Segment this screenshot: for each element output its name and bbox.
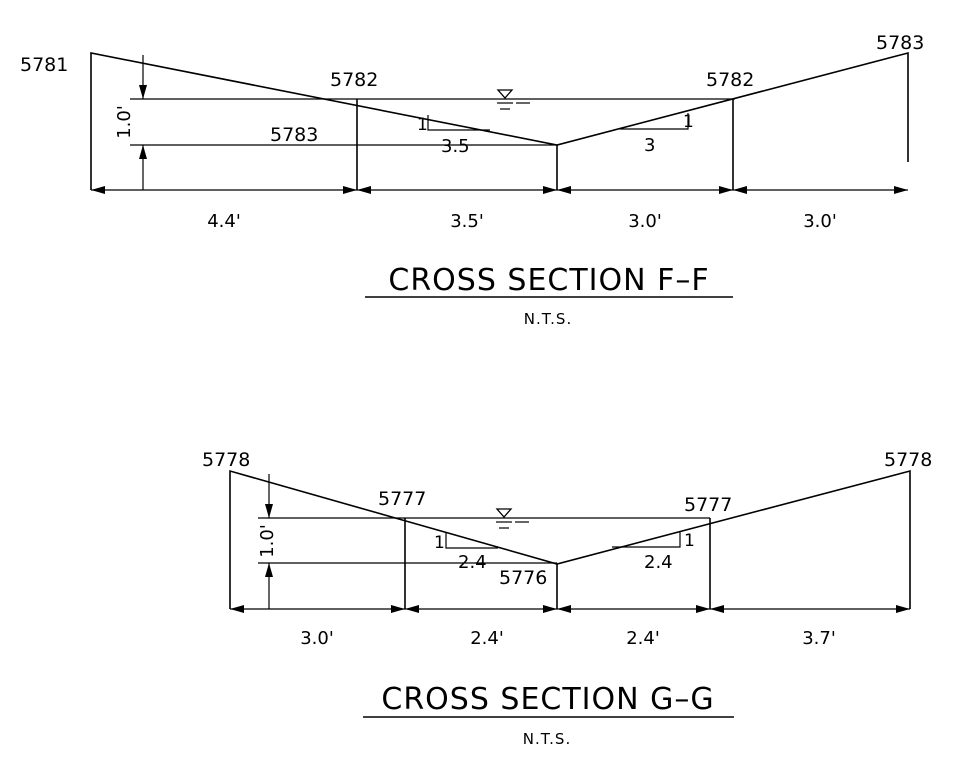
scale-note: N.T.S.	[523, 730, 571, 748]
elevation-right-bank: 5782	[706, 69, 754, 91]
elevation-left-bank: 5777	[378, 488, 426, 510]
elevation-right-bank: 5777	[684, 494, 732, 516]
elevation-right-top: 5783	[876, 32, 924, 54]
width-label-2: 3.5'	[450, 211, 484, 232]
section-title: CROSS SECTION F–F	[388, 263, 709, 298]
water-surface-icon	[496, 89, 530, 110]
width-label-4: 3.7'	[802, 628, 836, 649]
ground-profile	[229, 469, 911, 609]
elevation-left-top: 5781	[20, 54, 68, 76]
left-slope-indicator: 1 2.4	[434, 532, 498, 573]
scale-note: N.T.S.	[524, 310, 572, 328]
depth-dimension: 1.0'	[114, 55, 147, 190]
right-slope-indicator: 1 3	[620, 112, 694, 156]
right-slope-run: 3	[644, 135, 655, 156]
left-slope-rise: 1	[434, 533, 445, 553]
width-label-2: 2.4'	[470, 628, 504, 649]
left-slope-indicator: 1 3.5	[417, 115, 490, 157]
ground-profile	[90, 51, 909, 190]
depth-label: 1.0'	[114, 105, 135, 139]
elevation-left-bank: 5782	[330, 69, 378, 91]
width-label-4: 3.0'	[803, 211, 837, 232]
cross-section-g-g: 1.0' 1 2.4 1 2.4 5778 5777 5776 5777 577…	[202, 449, 932, 748]
depth-dimension: 1.0'	[257, 474, 278, 609]
elevation-invert: 5776	[499, 567, 547, 589]
right-slope-indicator: 1 2.4	[612, 531, 695, 573]
elevation-invert: 5783	[270, 124, 318, 146]
section-title: CROSS SECTION G–G	[381, 682, 714, 717]
elevation-left-top: 5778	[202, 449, 250, 471]
left-slope-run: 3.5	[441, 136, 470, 157]
width-dimension-line	[91, 186, 908, 194]
right-slope-run: 2.4	[644, 552, 673, 573]
width-label-1: 4.4'	[207, 211, 241, 232]
elevation-right-top: 5778	[884, 449, 932, 471]
water-surface-icon	[495, 508, 529, 529]
right-slope-rise: 1	[684, 531, 695, 551]
width-label-3: 3.0'	[628, 211, 662, 232]
width-label-1: 3.0'	[300, 628, 334, 649]
cross-section-f-f: 1.0' 1 3.5 1 3 5781 5782 5783 5782 5783	[20, 32, 924, 328]
left-slope-run: 2.4	[458, 552, 487, 573]
width-dimension-line	[230, 605, 910, 613]
width-label-3: 2.4'	[626, 628, 660, 649]
left-slope-rise: 1	[417, 115, 428, 135]
depth-label: 1.0'	[257, 524, 278, 558]
right-slope-rise: 1	[683, 112, 694, 132]
